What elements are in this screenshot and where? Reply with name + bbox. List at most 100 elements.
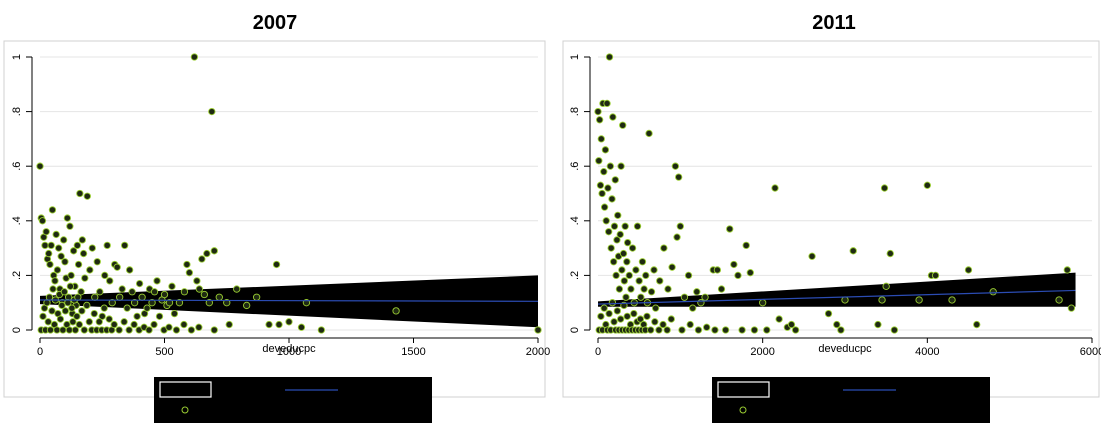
- scatter-point: [596, 181, 605, 189]
- x-tick-label: 1500: [401, 346, 425, 358]
- scatter-point: [208, 107, 216, 116]
- scatter-point: [617, 162, 625, 170]
- scatter-point: [58, 301, 66, 310]
- scatter-point: [874, 320, 882, 329]
- scatter-point: [833, 320, 841, 329]
- scatter-point: [106, 277, 114, 285]
- scatter-point: [148, 299, 156, 307]
- scatter-point: [693, 288, 701, 296]
- scatter-point: [701, 293, 709, 301]
- x-tick-label: 6000: [1080, 346, 1101, 358]
- y-tick-label: .6: [569, 162, 581, 171]
- scatter-point: [622, 293, 630, 301]
- scatter-point: [81, 274, 89, 282]
- scatter-point: [623, 238, 632, 247]
- scatter-point: [610, 318, 618, 326]
- confidence-band: [598, 272, 1076, 307]
- scatter-point: [742, 241, 750, 250]
- fit-line: [39, 299, 539, 302]
- x-tick-label: 2000: [526, 346, 550, 358]
- scatter-point: [138, 293, 146, 301]
- scatter-point: [915, 296, 923, 304]
- y-tick-label: .8: [11, 107, 23, 116]
- scatter-point: [42, 228, 50, 236]
- scatter-point: [143, 304, 151, 312]
- scatter-point: [61, 258, 69, 266]
- scatter-point: [609, 258, 618, 266]
- scatter-point: [635, 277, 643, 285]
- x-tick-label: 500: [155, 346, 173, 358]
- scatter-point: [83, 192, 91, 200]
- scatter-point: [123, 304, 131, 312]
- scatter-point: [56, 315, 65, 323]
- scatter-point: [680, 293, 689, 301]
- scatter-point: [694, 326, 703, 334]
- scatter-point: [734, 271, 742, 280]
- scatter-point: [771, 184, 779, 192]
- scatter-point: [964, 266, 973, 274]
- scatter-point: [187, 326, 196, 334]
- y-tick-label: 0: [569, 327, 581, 333]
- scatter-point: [973, 320, 981, 329]
- scatter-points: [36, 53, 542, 334]
- scatter-point: [664, 285, 672, 293]
- scatter-point: [168, 282, 176, 290]
- chart-title: 2007: [253, 12, 298, 34]
- scatter-point: [656, 277, 664, 285]
- x-axis-label: deveducpc: [262, 343, 316, 355]
- scatter-point: [619, 121, 627, 129]
- scatter-point: [684, 271, 693, 280]
- scatter-point: [65, 326, 74, 334]
- scatter-point: [763, 326, 771, 334]
- scatter-point: [713, 266, 722, 274]
- scatter-point: [130, 299, 139, 307]
- scatter-point: [205, 299, 213, 307]
- scatter-point: [61, 307, 70, 315]
- scatter-point: [44, 318, 52, 326]
- scatter-point: [170, 309, 179, 318]
- scatter-point: [620, 277, 628, 285]
- scatter-point: [68, 304, 76, 312]
- scatter-point: [600, 168, 608, 176]
- legend-box: [154, 377, 432, 423]
- scatter-point: [610, 222, 619, 230]
- scatter-point: [675, 173, 683, 181]
- scatter-point: [880, 184, 889, 192]
- y-tick-label: .6: [11, 162, 23, 171]
- scatter-point: [45, 249, 53, 258]
- scatter-point: [185, 269, 194, 277]
- scatter-point: [600, 203, 609, 211]
- scatter-point: [600, 304, 608, 312]
- scatter-point: [668, 263, 676, 271]
- scatter-point: [931, 271, 940, 280]
- scatter-point: [890, 326, 899, 334]
- scatter-point: [125, 266, 134, 274]
- scatter-point: [118, 285, 126, 293]
- scatter-point: [651, 304, 660, 312]
- scatter-point: [265, 320, 273, 329]
- scatter-point: [190, 53, 199, 61]
- scatter-point: [223, 299, 231, 307]
- scatter-point: [66, 222, 74, 230]
- y-tick-label: .2: [569, 271, 581, 280]
- scatter-point: [647, 288, 656, 296]
- scatter-point: [759, 299, 767, 307]
- scatter-point: [608, 195, 616, 203]
- fit-line: [597, 289, 1076, 305]
- x-tick-label: 1000: [277, 346, 301, 358]
- scatter-point: [689, 304, 697, 312]
- scatter-point: [660, 244, 668, 252]
- scatter-point: [77, 288, 85, 296]
- scatter-point: [121, 241, 129, 250]
- scatter-point: [628, 244, 637, 252]
- scatter-point: [225, 320, 233, 329]
- scatter-point: [150, 320, 158, 329]
- scatter-point: [730, 260, 738, 269]
- scatter-point: [615, 285, 624, 293]
- scatter-point: [627, 285, 635, 293]
- scatter-point: [923, 181, 931, 189]
- scatter-point: [824, 309, 833, 318]
- scatter-point: [155, 312, 164, 320]
- legend-ci-key: [717, 381, 770, 398]
- scatter-point: [95, 318, 103, 326]
